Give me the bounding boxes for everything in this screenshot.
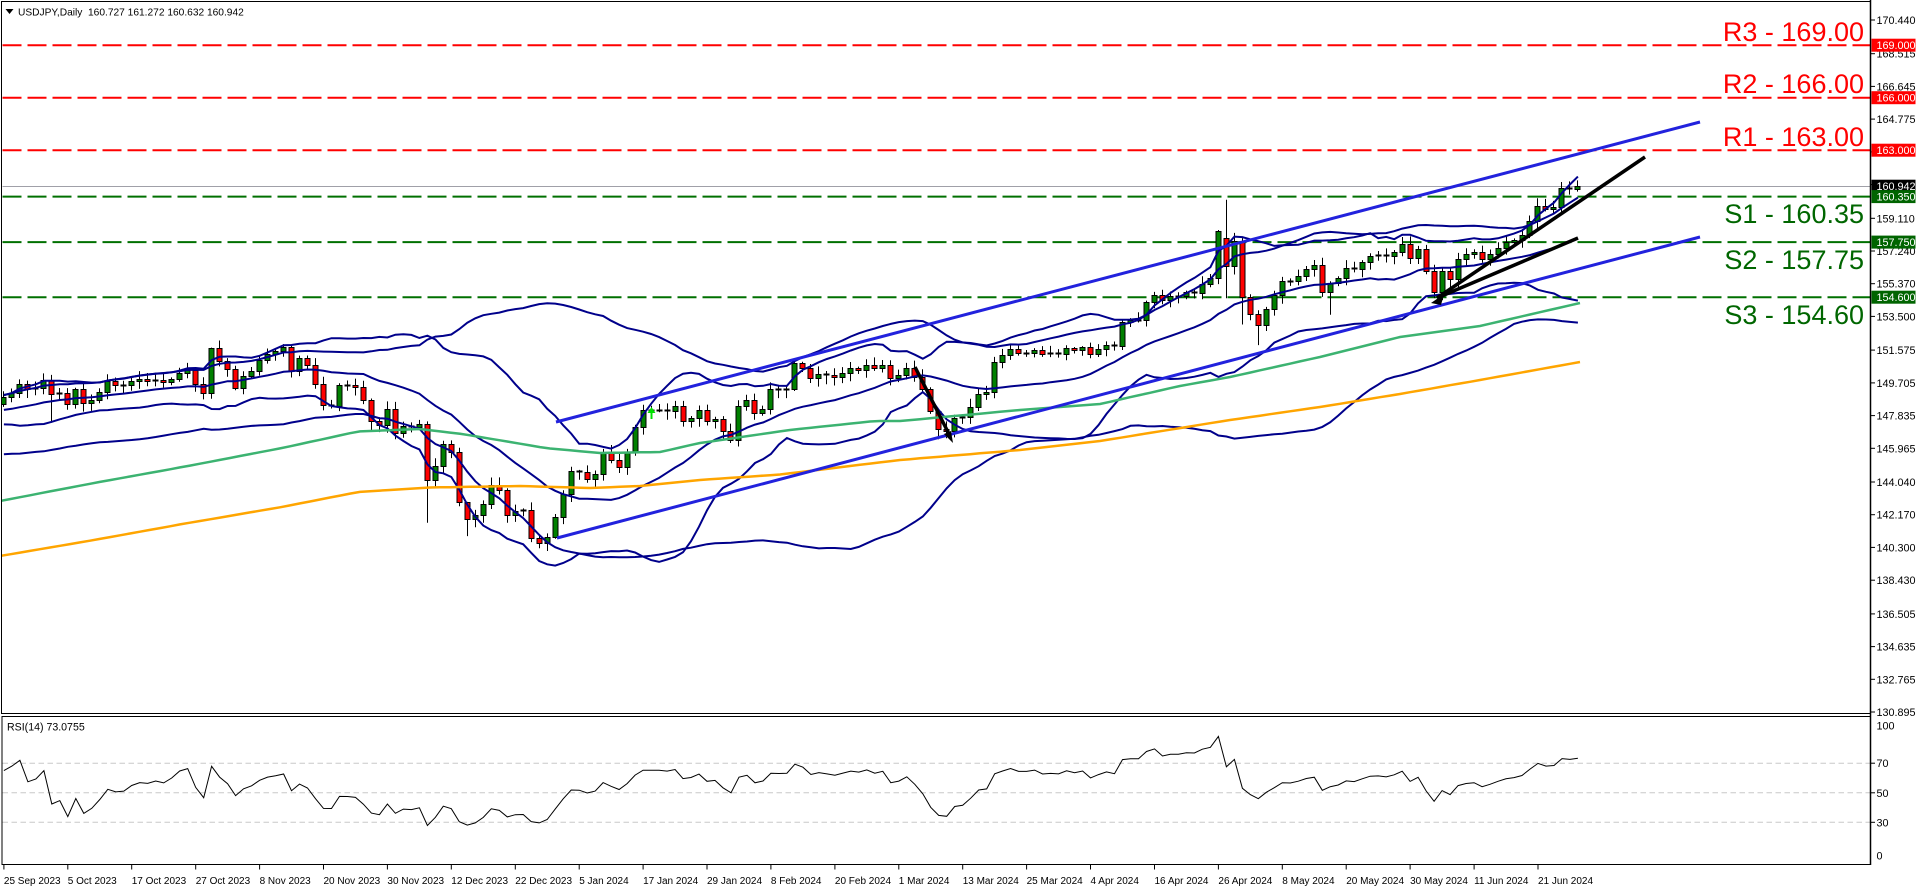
svg-text:17 Jan 2024: 17 Jan 2024: [643, 876, 698, 887]
svg-text:30 Nov 2023: 30 Nov 2023: [387, 876, 444, 887]
svg-text:164.775: 164.775: [1877, 114, 1916, 126]
svg-text:20 Nov 2023: 20 Nov 2023: [324, 876, 381, 887]
svg-text:138.430: 138.430: [1877, 575, 1916, 587]
svg-text:27 Oct 2023: 27 Oct 2023: [196, 876, 251, 887]
svg-text:157.750: 157.750: [1877, 237, 1916, 249]
svg-text:130.895: 130.895: [1877, 707, 1916, 719]
svg-text:8 May 2024: 8 May 2024: [1282, 876, 1335, 887]
svg-text:157.240: 157.240: [1877, 246, 1916, 258]
svg-text:159.110: 159.110: [1877, 213, 1915, 225]
svg-text:5 Oct 2023: 5 Oct 2023: [68, 876, 117, 887]
svg-text:155.370: 155.370: [1877, 279, 1916, 291]
svg-text:25 Mar 2024: 25 Mar 2024: [1027, 876, 1084, 887]
svg-text:R3 - 169.00: R3 - 169.00: [1723, 17, 1864, 47]
svg-text:8 Feb 2024: 8 Feb 2024: [771, 876, 822, 887]
svg-text:13 Mar 2024: 13 Mar 2024: [963, 876, 1020, 887]
svg-text:30: 30: [1877, 817, 1889, 829]
svg-text:5 Jan 2024: 5 Jan 2024: [579, 876, 629, 887]
svg-text:169.000: 169.000: [1877, 40, 1916, 52]
svg-text:70: 70: [1877, 758, 1889, 770]
svg-text:12 Dec 2023: 12 Dec 2023: [451, 876, 508, 887]
svg-text:132.765: 132.765: [1877, 674, 1916, 686]
svg-text:1 Mar 2024: 1 Mar 2024: [899, 876, 950, 887]
svg-text:0: 0: [1877, 851, 1883, 863]
svg-text:166.645: 166.645: [1877, 81, 1916, 93]
svg-text:21 Jun 2024: 21 Jun 2024: [1538, 876, 1593, 887]
svg-text:151.575: 151.575: [1877, 345, 1916, 357]
svg-text:20 May 2024: 20 May 2024: [1346, 876, 1404, 887]
svg-text:R1 - 163.00: R1 - 163.00: [1723, 122, 1864, 152]
svg-text:22 Dec 2023: 22 Dec 2023: [515, 876, 572, 887]
svg-text:25 Sep 2023: 25 Sep 2023: [4, 876, 61, 887]
svg-text:26 Apr 2024: 26 Apr 2024: [1218, 876, 1272, 887]
svg-text:100: 100: [1877, 721, 1895, 733]
svg-text:17 Oct 2023: 17 Oct 2023: [132, 876, 187, 887]
svg-text:USDJPY,Daily 160.727 161.272: USDJPY,Daily 160.727 161.272 160.632 160…: [18, 8, 244, 19]
svg-text:29 Jan 2024: 29 Jan 2024: [707, 876, 762, 887]
svg-text:166.000: 166.000: [1877, 93, 1916, 105]
svg-text:149.705: 149.705: [1877, 378, 1916, 390]
svg-text:20 Feb 2024: 20 Feb 2024: [835, 876, 892, 887]
svg-text:147.835: 147.835: [1877, 411, 1916, 423]
svg-text:160.350: 160.350: [1877, 192, 1916, 204]
svg-text:11 Jun 2024: 11 Jun 2024: [1474, 876, 1529, 887]
svg-text:145.965: 145.965: [1877, 443, 1916, 455]
svg-text:154.600: 154.600: [1877, 292, 1916, 304]
svg-text:R2 - 166.00: R2 - 166.00: [1723, 69, 1864, 99]
svg-text:170.440: 170.440: [1877, 15, 1916, 27]
svg-text:50: 50: [1877, 788, 1889, 800]
svg-text:30 May 2024: 30 May 2024: [1410, 876, 1468, 887]
svg-text:S1 - 160.35: S1 - 160.35: [1724, 199, 1864, 229]
svg-text:16 Apr 2024: 16 Apr 2024: [1155, 876, 1209, 887]
svg-text:RSI(14) 73.0755: RSI(14) 73.0755: [7, 722, 85, 734]
svg-text:4 Apr 2024: 4 Apr 2024: [1091, 876, 1140, 887]
svg-text:142.170: 142.170: [1877, 510, 1916, 522]
svg-text:144.040: 144.040: [1877, 477, 1916, 489]
svg-text:S3 - 154.60: S3 - 154.60: [1724, 300, 1864, 330]
svg-text:153.500: 153.500: [1877, 311, 1916, 323]
svg-text:163.000: 163.000: [1877, 145, 1916, 157]
svg-text:134.635: 134.635: [1877, 642, 1916, 654]
svg-text:140.300: 140.300: [1877, 542, 1916, 554]
svg-text:136.505: 136.505: [1877, 609, 1916, 621]
svg-text:S2 - 157.75: S2 - 157.75: [1724, 245, 1864, 275]
svg-text:8 Nov 2023: 8 Nov 2023: [260, 876, 312, 887]
